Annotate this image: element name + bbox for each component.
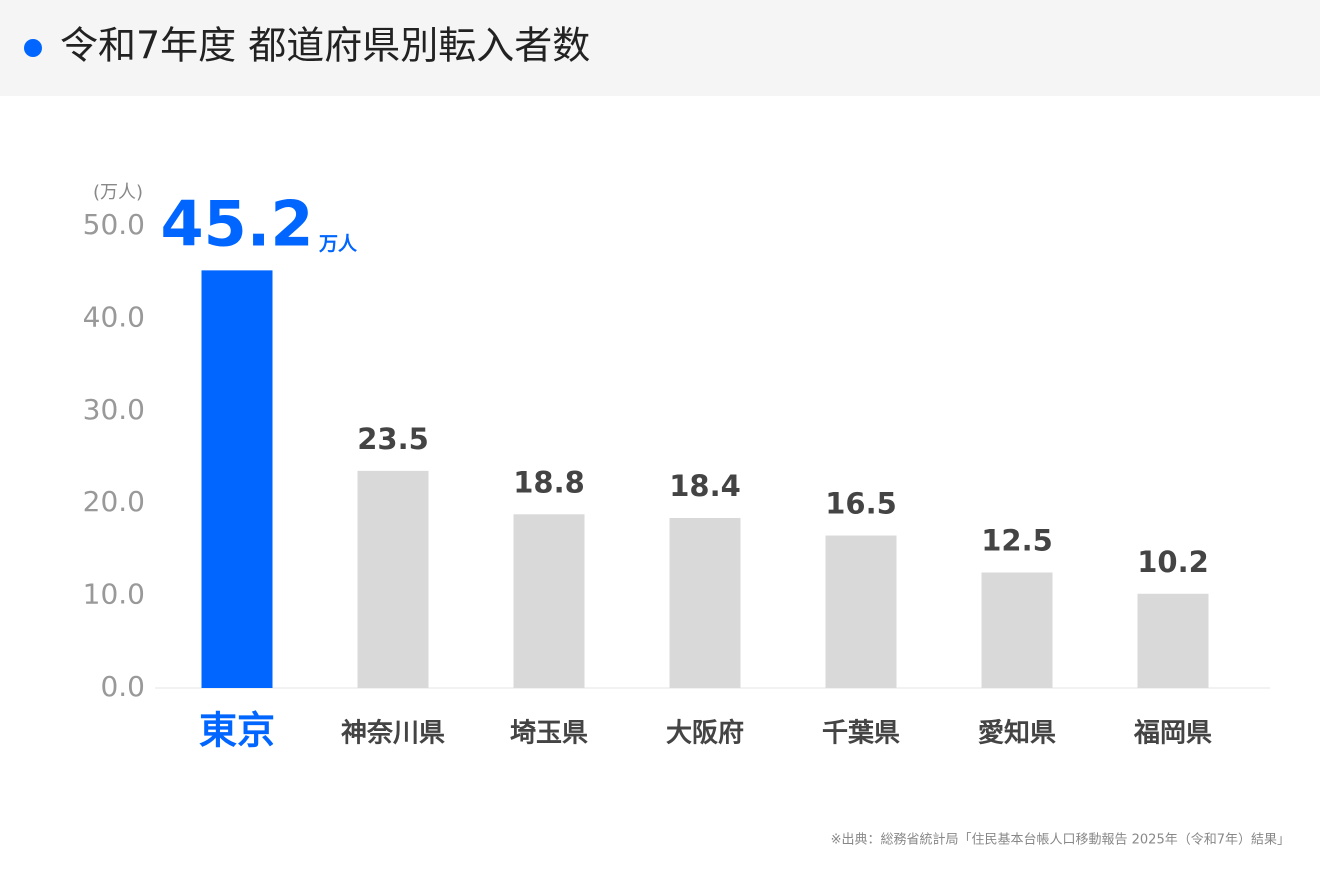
header-band [0, 0, 1320, 96]
y-tick-label: 0.0 [100, 670, 145, 703]
title-dot [24, 39, 42, 57]
x-tick-label: 愛知県 [978, 719, 1056, 749]
y-tick-label: 30.0 [83, 393, 145, 426]
bar [981, 572, 1053, 688]
value-label: 16.5 [825, 487, 897, 521]
x-tick-label: 千葉県 [822, 719, 900, 749]
chart-title: 令和7年度 都道府県別転入者数 [60, 24, 590, 68]
x-tick-label: 埼玉県 [510, 719, 588, 749]
value-label: 18.4 [669, 469, 741, 503]
x-tick-label: 福岡県 [1133, 719, 1212, 749]
y-tick-label: 40.0 [83, 300, 145, 333]
value-label: 23.5 [357, 422, 429, 456]
x-tick-label: 東京 [199, 709, 275, 753]
bar [201, 270, 273, 688]
bar [513, 514, 585, 688]
value-unit: 万人 [318, 233, 358, 255]
bar [357, 470, 429, 688]
value-label: 12.5 [981, 524, 1053, 558]
y-tick-label: 50.0 [83, 208, 145, 241]
y-unit: (万人) [93, 182, 143, 203]
value-label: 45.2 [161, 187, 314, 260]
y-tick-label: 10.0 [83, 578, 145, 611]
bar [669, 517, 741, 688]
y-tick-label: 20.0 [83, 485, 145, 518]
bar [1137, 593, 1209, 688]
value-label: 18.8 [513, 465, 585, 499]
x-tick-label: 神奈川県 [341, 719, 445, 749]
value-label: 10.2 [1137, 545, 1209, 579]
bar [825, 535, 897, 688]
source-note: ※出典：総務省統計局「住民基本台帳人口移動報告 2025年（令和7年）結果」 [831, 832, 1290, 848]
x-tick-label: 大阪府 [666, 718, 744, 749]
